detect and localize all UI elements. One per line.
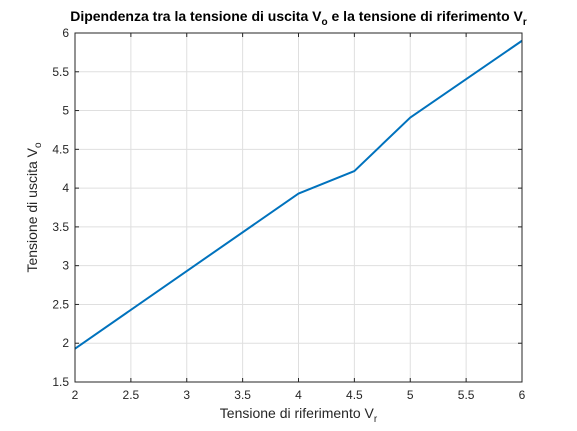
axis-ticks: 2 2.5 3 3.5 4 4.5 5 5.5 61.522.533.544.555.56 [52, 26, 525, 402]
x-axis-label-text: Tensione di riferimento V [220, 405, 375, 421]
y-tick-label: 5 [62, 104, 69, 118]
chart-title-part-1: Dipendenza tra la tensione di uscita V [70, 8, 322, 24]
y-tick-label: 2.5 [52, 297, 69, 311]
x-tick-label: 5 [407, 388, 414, 402]
x-tick-label: 3.5 [234, 388, 251, 402]
x-tick-label: 6 [519, 388, 526, 402]
series-group [74, 39, 523, 350]
x-axis-label-subscript: r [374, 414, 378, 425]
x-tick-label: 5.5 [458, 388, 475, 402]
y-tick-label: 5.5 [52, 65, 69, 79]
y-axis-label: Tensione di uscita Vo [24, 142, 44, 273]
y-tick-label: 2 [62, 336, 69, 350]
grid [74, 32, 523, 383]
y-axis-label-subscript: o [33, 142, 44, 148]
x-tick-label: 2.5 [123, 388, 140, 402]
chart-title-subscript-2: r [523, 17, 527, 28]
y-tick-label: 1.5 [52, 375, 69, 389]
x-tick-label: 3 [183, 388, 190, 402]
chart-title-part-2: e la tensione di riferimento V [328, 8, 524, 24]
x-axis-label: Tensione di riferimento Vr [220, 405, 378, 425]
y-axis-label-text: Tensione di uscita V [24, 147, 40, 272]
x-tick-label: 2 [72, 388, 79, 402]
y-tick-label: 3.5 [52, 220, 69, 234]
x-tick-label: 4.5 [346, 388, 363, 402]
series-line [74, 39, 523, 350]
y-tick-label: 6 [62, 26, 69, 40]
y-tick-label: 3 [62, 259, 69, 273]
y-tick-label: 4 [62, 181, 69, 195]
chart-title-subscript-1: o [322, 17, 328, 28]
x-tick-label: 4 [295, 388, 302, 402]
y-tick-label: 4.5 [52, 142, 69, 156]
chart-title: Dipendenza tra la tensione di uscita Vo … [70, 8, 527, 28]
